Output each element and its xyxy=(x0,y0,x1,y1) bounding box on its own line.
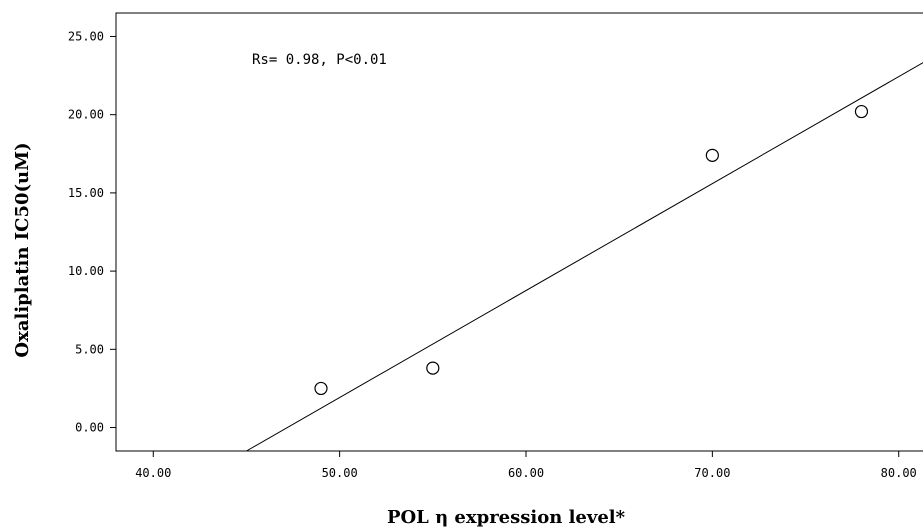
x-tick-label: 60.00 xyxy=(508,466,544,480)
correlation-annotation: Rs= 0.98, P<0.01 xyxy=(252,52,387,68)
x-tick-label: 70.00 xyxy=(694,466,730,480)
y-tick-label: 0.00 xyxy=(75,421,104,435)
data-point-marker xyxy=(705,148,719,162)
plot-area-frame xyxy=(115,12,923,452)
y-axis-ticks: 0.00 5.00 10.00 15.00 20.00 25.00 xyxy=(68,29,116,435)
data-point-marker xyxy=(426,361,440,375)
x-tick-label: 40.00 xyxy=(135,466,171,480)
data-points xyxy=(314,104,869,396)
x-axis-title: POL η expression level* xyxy=(387,507,626,528)
x-tick-label: 80.00 xyxy=(881,466,917,480)
x-tick-label: 50.00 xyxy=(322,466,358,480)
y-tick-label: 25.00 xyxy=(68,29,104,43)
data-point-marker xyxy=(854,104,869,119)
data-point-marker xyxy=(314,381,328,396)
regression-line xyxy=(246,62,923,452)
x-axis-ticks: 40.00 50.00 60.00 70.00 80.00 xyxy=(135,451,917,480)
y-axis-title: Oxaliplatin IC50(uM) xyxy=(12,142,33,357)
y-tick-label: 5.00 xyxy=(75,342,104,356)
y-tick-label: 20.00 xyxy=(68,108,104,122)
y-tick-label: 10.00 xyxy=(68,264,104,278)
y-tick-label: 15.00 xyxy=(68,186,104,200)
